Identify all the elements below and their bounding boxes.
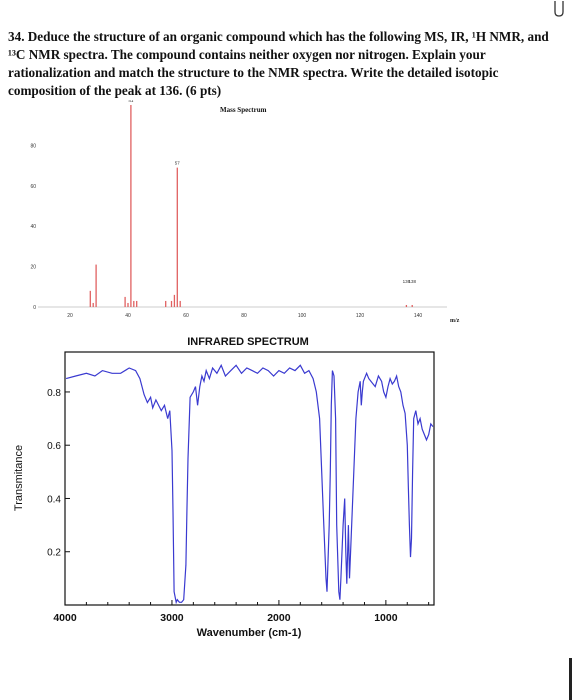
ms-peak-label: 57 [175,161,181,166]
ms-y-tick-label: 0 [33,305,36,311]
ir-plot-frame [64,351,435,606]
question-text: 34. Deduce the structure of an organic c… [8,28,549,100]
ms-y-tick-label: 60 [30,184,36,190]
question-line: 34. Deduce the structure of an organic c… [8,29,549,44]
ms-x-tick-label: 80 [241,313,247,319]
ms-x-tick-label: 40 [125,313,131,319]
ms-peak-label: 41 [128,100,134,103]
ms-y-tick-label: 40 [30,224,36,230]
ms-x-tick-label: 20 [67,313,73,319]
ms-x-tick-label: 60 [183,313,189,319]
ir-y-tick-label: 0.6 [47,441,61,452]
ms-x-tick-label: 120 [356,313,365,319]
ms-y-tick-label: 20 [30,265,36,271]
ir-spectrum-title: INFRARED SPECTRUM [187,336,309,348]
ir-x-tick-label: 4000 [53,612,77,624]
ms-y-tick-label: 80 [30,143,36,149]
ir-y-tick-label: 0.8 [47,388,61,399]
ms-x-tick-label: 100 [298,313,307,319]
mass-spectrum-xlabel: m/z [450,318,460,324]
ir-y-tick-label: 0.2 [47,548,61,559]
mass-spectrum-title: Mass Spectrum [220,106,267,114]
ms-peak-label: 138 [408,279,416,284]
ms-x-tick-label: 140 [414,313,423,319]
question-line: composition of the peak at 136. (6 pts) [8,83,222,98]
ir-x-tick-label: 3000 [160,612,184,624]
scroll-edge-bar [569,658,572,700]
ir-spectrum-line [65,363,434,605]
question-line: rationalization and match the structure … [8,65,499,80]
mass-spectrum-chart: Mass Spectrum 0 20 40 60 80 20 40 60 80 100 120 14… [30,100,460,324]
ir-y-tick-label: 0.4 [47,494,61,505]
ms-peak-label: 136 [403,279,411,284]
question-line: ¹³C NMR spectra. The compound contains n… [8,47,486,62]
ir-x-tick-label: 1000 [374,612,398,624]
corner-mark-icon [554,1,564,17]
ir-spectrum-ylabel: Transmitance [13,445,25,511]
ir-spectrum-chart: INFRARED SPECTRUM 4000 3000 2000 1000 0.2 0.4… [13,336,435,639]
ir-x-tick-label: 2000 [267,612,291,624]
ir-spectrum-xlabel: Wavenumber (cm-1) [197,627,302,639]
